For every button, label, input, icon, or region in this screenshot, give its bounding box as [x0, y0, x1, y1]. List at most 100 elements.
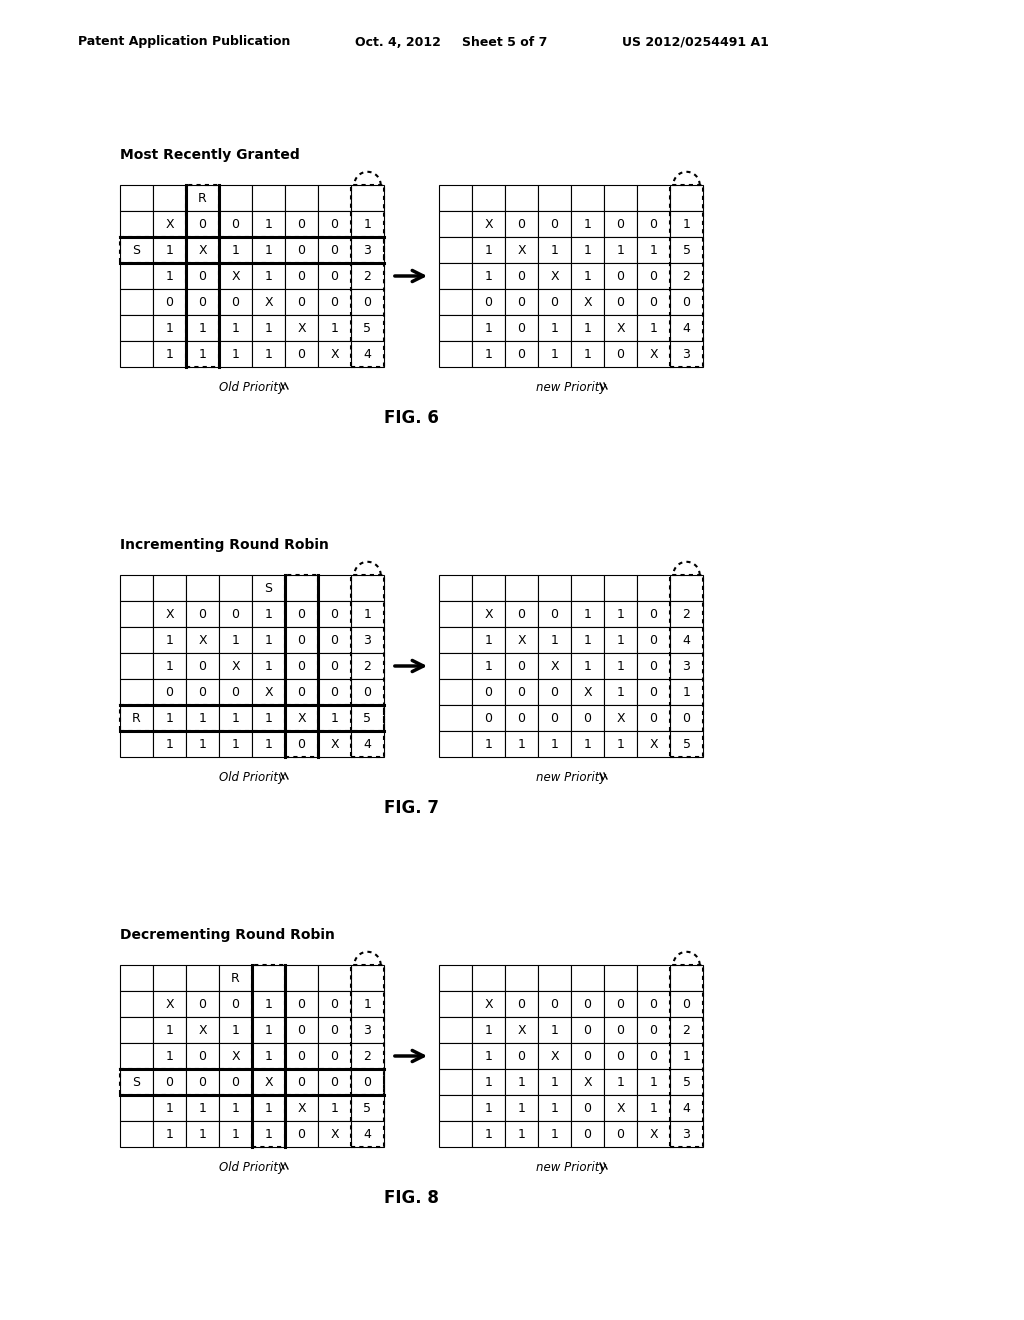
- Bar: [637, 1043, 670, 1069]
- Text: X: X: [517, 1023, 525, 1036]
- Text: 0: 0: [551, 998, 558, 1011]
- Bar: [351, 705, 384, 731]
- Text: R: R: [231, 972, 240, 985]
- Bar: [120, 601, 153, 627]
- Bar: [670, 185, 703, 211]
- Text: 0: 0: [298, 1127, 305, 1140]
- Text: 2: 2: [364, 1049, 372, 1063]
- Text: 0: 0: [231, 1076, 240, 1089]
- Text: 0: 0: [484, 711, 493, 725]
- Bar: [186, 731, 219, 756]
- Bar: [505, 1096, 538, 1121]
- Text: 1: 1: [484, 1101, 493, 1114]
- Bar: [351, 211, 384, 238]
- Text: 3: 3: [364, 1023, 372, 1036]
- Bar: [219, 965, 252, 991]
- Text: 3: 3: [683, 347, 690, 360]
- Bar: [670, 601, 703, 627]
- Text: 1: 1: [484, 634, 493, 647]
- Bar: [538, 289, 571, 315]
- Bar: [252, 678, 285, 705]
- Bar: [318, 678, 351, 705]
- Bar: [219, 627, 252, 653]
- Text: 1: 1: [551, 634, 558, 647]
- Bar: [153, 705, 186, 731]
- Bar: [670, 1016, 703, 1043]
- Bar: [318, 341, 351, 367]
- Bar: [637, 315, 670, 341]
- Bar: [219, 1121, 252, 1147]
- Text: 2: 2: [683, 607, 690, 620]
- Text: 0: 0: [331, 660, 339, 672]
- Bar: [318, 731, 351, 756]
- Text: X: X: [550, 660, 559, 672]
- Bar: [505, 1043, 538, 1069]
- Bar: [351, 1069, 384, 1096]
- Text: 0: 0: [199, 607, 207, 620]
- Bar: [670, 965, 703, 1147]
- Text: 0: 0: [551, 685, 558, 698]
- Bar: [538, 341, 571, 367]
- Bar: [318, 1043, 351, 1069]
- Bar: [670, 653, 703, 678]
- Bar: [186, 1043, 219, 1069]
- Bar: [219, 341, 252, 367]
- Text: 0: 0: [649, 1023, 657, 1036]
- Text: 4: 4: [364, 1127, 372, 1140]
- Bar: [318, 576, 351, 601]
- Bar: [571, 678, 604, 705]
- Text: X: X: [584, 685, 592, 698]
- Bar: [538, 991, 571, 1016]
- Text: 1: 1: [264, 269, 272, 282]
- Bar: [351, 991, 384, 1016]
- Bar: [219, 1043, 252, 1069]
- Text: 1: 1: [517, 1076, 525, 1089]
- Text: 4: 4: [364, 738, 372, 751]
- Bar: [604, 731, 637, 756]
- Text: 1: 1: [517, 1101, 525, 1114]
- Text: X: X: [550, 1049, 559, 1063]
- Bar: [604, 1121, 637, 1147]
- Text: 0: 0: [331, 685, 339, 698]
- Bar: [120, 238, 384, 263]
- Text: 0: 0: [298, 296, 305, 309]
- Text: 0: 0: [331, 243, 339, 256]
- Text: X: X: [649, 347, 657, 360]
- Bar: [318, 1121, 351, 1147]
- Bar: [186, 653, 219, 678]
- Bar: [670, 1069, 703, 1096]
- Bar: [285, 991, 318, 1016]
- Bar: [604, 991, 637, 1016]
- Text: 0: 0: [298, 607, 305, 620]
- Bar: [252, 315, 285, 341]
- Bar: [604, 576, 637, 601]
- Bar: [604, 1069, 637, 1096]
- Bar: [439, 315, 472, 341]
- Bar: [505, 263, 538, 289]
- Bar: [439, 1121, 472, 1147]
- Bar: [351, 965, 384, 1147]
- Bar: [472, 341, 505, 367]
- Text: 1: 1: [264, 998, 272, 1011]
- Text: Oct. 4, 2012: Oct. 4, 2012: [355, 36, 441, 49]
- Text: 1: 1: [584, 634, 592, 647]
- Text: 1: 1: [264, 1127, 272, 1140]
- Text: 1: 1: [484, 1049, 493, 1063]
- Bar: [252, 731, 285, 756]
- Bar: [571, 601, 604, 627]
- Text: 1: 1: [551, 243, 558, 256]
- Text: 1: 1: [264, 218, 272, 231]
- Text: Patent Application Publication: Patent Application Publication: [78, 36, 291, 49]
- Bar: [285, 576, 318, 756]
- Text: 0: 0: [616, 1049, 625, 1063]
- Bar: [538, 1096, 571, 1121]
- Text: FIG. 8: FIG. 8: [384, 1189, 439, 1206]
- Bar: [472, 1096, 505, 1121]
- Text: X: X: [616, 1101, 625, 1114]
- Text: X: X: [649, 738, 657, 751]
- Text: 0: 0: [298, 685, 305, 698]
- Bar: [252, 263, 285, 289]
- Text: 0: 0: [616, 269, 625, 282]
- Bar: [571, 1016, 604, 1043]
- Text: 1: 1: [331, 711, 339, 725]
